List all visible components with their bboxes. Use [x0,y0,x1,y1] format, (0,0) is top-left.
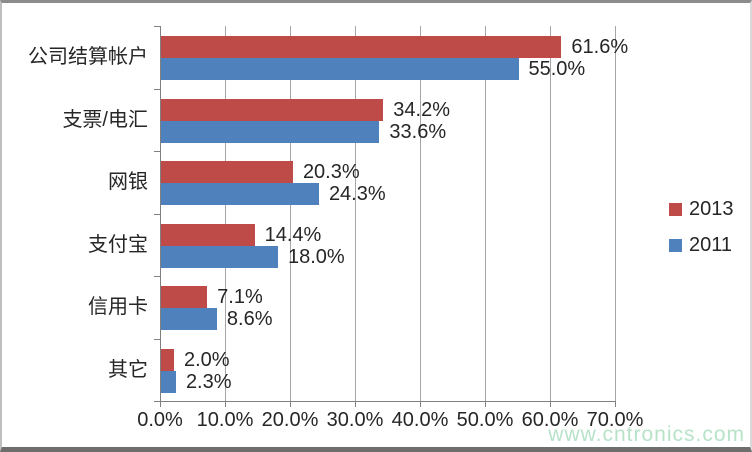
value-label-2011-3: 18.0% [288,245,345,268]
bar-2011-4 [161,308,217,330]
bar-2011-2 [161,183,319,205]
legend: 2013 2011 [669,198,734,256]
value-label-2011-0: 55.0% [528,58,586,80]
legend-label-2011: 2011 [689,234,733,256]
x-tick-label-4: 40.0% [391,409,449,431]
category-label-3: 支付宝 [88,233,148,256]
legend-swatch-2013 [669,202,682,216]
legend-swatch-2011 [669,238,682,252]
x-axis [160,401,616,402]
x-tick-label-3: 30.0% [326,409,384,431]
y-tick-4 [154,276,160,277]
value-label-2011-5: 2.3% [185,370,232,393]
bar-2011-1 [161,120,380,143]
category-label-1: 支票/电汇 [62,108,148,131]
bar-2013-5 [161,348,174,371]
category-label-2: 网银 [108,171,148,194]
x-tick-2 [290,401,291,407]
x-tick-label-7: 70.0% [586,409,644,431]
x-tick-label-2: 20.0% [261,409,319,431]
y-tick-3 [154,213,160,215]
x-tick-label-5: 50.0% [456,409,514,431]
x-tick-6 [550,401,551,407]
bar-2011-5 [161,370,176,393]
y-tick-0 [154,26,160,27]
legend-item-2013: 2013 [669,198,734,220]
y-tick-1 [154,88,160,90]
gridline-10 [225,26,226,401]
value-label-2013-4: 7.1% [217,286,263,308]
x-tick-0 [160,401,161,407]
value-label-2013-5: 2.0% [184,348,230,371]
x-tick-4 [420,401,421,407]
y-tick-2 [154,151,160,152]
value-label-2013-0: 61.6% [571,36,629,58]
bar-2011-0 [161,58,519,80]
y-tick-5 [154,338,160,340]
bar-2013-2 [161,161,293,183]
value-label-2011-4: 8.6% [226,308,273,330]
gridline-30 [355,26,356,401]
gridline-20 [290,26,291,401]
x-tick-7 [615,401,616,407]
category-label-4: 信用卡 [88,296,148,319]
category-label-0: 公司结算帐户 [28,46,148,69]
legend-item-2011: 2011 [669,234,734,256]
y-axis [160,26,161,401]
value-label-2013-2: 20.3% [302,161,360,183]
value-label-2011-1: 33.6% [389,120,447,143]
x-tick-label-0: 0.0% [137,409,183,431]
gridline-60 [550,26,551,401]
x-tick-label-6: 60.0% [521,409,579,431]
legend-label-2013: 2013 [689,198,734,220]
value-label-2013-1: 34.2% [393,98,451,121]
gridline-40 [420,26,421,401]
gridline-50 [485,26,486,401]
gridline-70 [615,26,616,401]
category-label-5: 其它 [108,358,148,381]
x-tick-1 [225,401,226,407]
y-tick-6 [154,401,160,402]
x-tick-label-1: 10.0% [196,409,254,431]
bar-2013-3 [161,223,255,246]
watermark-text: www.cntronics.com [548,423,745,446]
value-label-2013-3: 14.4% [264,223,322,246]
bar-2013-4 [161,286,208,308]
value-label-2011-2: 24.3% [328,183,386,205]
bar-2011-3 [161,245,278,268]
x-tick-5 [485,401,486,407]
bar-2013-1 [161,98,384,121]
bar-2013-0 [161,36,562,58]
x-tick-3 [355,401,356,407]
